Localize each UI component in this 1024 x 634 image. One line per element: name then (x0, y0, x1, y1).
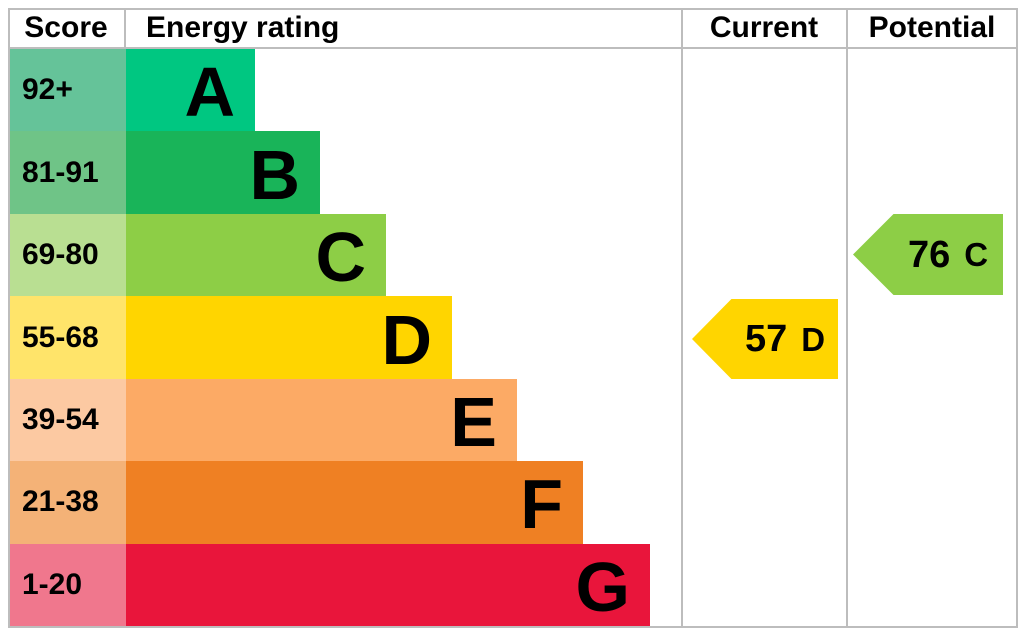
rating-row-b: 81-91 B (9, 131, 320, 214)
potential-column-header: Potential (868, 11, 996, 44)
rating-bar-c: C (126, 213, 386, 297)
rating-row-c: 69-80 C (9, 213, 386, 297)
potential-rating-arrow: 76 C (853, 214, 1003, 295)
score-column-divider (124, 8, 126, 49)
energy-rating-column-header: Energy rating (146, 11, 340, 44)
frame-border-top (8, 8, 1018, 10)
score-range-d: 55-68 (9, 296, 126, 379)
rating-bar-d: D (126, 296, 452, 379)
rating-bar-f: F (126, 461, 583, 544)
current-rating-letter: D (801, 320, 826, 358)
score-range-g: 1-20 (9, 543, 126, 627)
score-range-a: 92+ (9, 49, 126, 132)
potential-rating-value: 76 (907, 233, 951, 276)
header-separator-line (8, 47, 1018, 49)
score-range-f: 21-38 (9, 461, 126, 544)
rating-letter-c: C (315, 218, 366, 297)
rating-letter-f: F (520, 465, 563, 544)
rating-bar-b: B (126, 131, 320, 214)
rating-row-g: 1-20 G (9, 543, 650, 627)
rating-letter-b: B (249, 135, 300, 214)
current-rating-value: 57 (744, 318, 788, 360)
rating-row-f: 21-38 F (9, 461, 583, 544)
current-column-header: Current (709, 11, 819, 44)
rating-bar-e: E (126, 378, 517, 462)
potential-rating-letter: C (964, 236, 989, 273)
rating-letter-a: A (184, 53, 235, 132)
current-column-divider (681, 8, 683, 628)
current-rating-arrow: 57 D (692, 299, 838, 379)
frame-border-right (1016, 8, 1018, 628)
rating-letter-d: D (381, 300, 432, 379)
score-range-b: 81-91 (9, 131, 126, 214)
score-range-c: 69-80 (9, 213, 126, 297)
rating-letter-g: G (575, 547, 630, 626)
frame-border-bottom (8, 626, 1018, 628)
rating-bar-g: G (126, 543, 650, 627)
rating-row-d: 55-68 D (9, 296, 452, 379)
rating-letter-e: E (450, 383, 497, 462)
score-range-e: 39-54 (9, 378, 126, 462)
score-column-header: Score (24, 11, 108, 44)
frame-border-left (8, 8, 10, 628)
rating-row-e: 39-54 E (9, 378, 517, 462)
rating-bar-a: A (126, 49, 255, 132)
potential-column-divider (846, 8, 848, 628)
rating-row-a: 92+ A (9, 49, 255, 132)
